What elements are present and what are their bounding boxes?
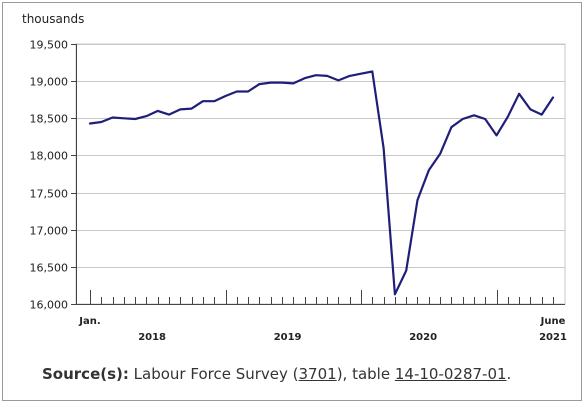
grid-lines — [75, 43, 566, 305]
chart-frame — [2, 2, 582, 401]
y-tick-label: 19,500 — [30, 39, 69, 52]
source-note: Source(s): Labour Force Survey (3701), t… — [42, 365, 511, 383]
y-tick-label: 17,000 — [30, 225, 69, 238]
x-axis: Jan. June 2018 2019 2020 2021 — [76, 290, 567, 343]
y-tick-label: 18,000 — [30, 150, 69, 163]
source-text-1: Labour Force Survey ( — [133, 365, 299, 383]
source-label: Source(s): — [42, 365, 129, 383]
source-text-3: . — [506, 365, 512, 383]
series-line — [88, 70, 555, 296]
line-chart: 16,000 16,500 17,000 17,500 18,000 18,500 19,0… — [22, 12, 567, 343]
table-link[interactable]: 14-10-0287-01 — [394, 365, 507, 383]
x-year-label: 2021 — [539, 332, 567, 343]
source-text-2: ), table — [336, 365, 395, 383]
y-axis: 16,000 16,500 17,000 17,500 18,000 18,500 19,0… — [30, 39, 77, 312]
x-year-label: 2019 — [274, 332, 302, 343]
y-tick-label: 16,500 — [30, 262, 69, 275]
y-axis-label: thousands — [22, 12, 84, 26]
plot-area — [75, 43, 566, 305]
x-year-label: 2020 — [409, 332, 437, 343]
y-tick-label: 18,500 — [30, 113, 69, 126]
x-start-label: Jan. — [78, 316, 100, 327]
y-tick-label: 16,000 — [30, 299, 69, 312]
x-year-label: 2018 — [138, 332, 166, 343]
x-end-label: June — [540, 316, 566, 327]
survey-link[interactable]: 3701 — [298, 365, 337, 383]
series-group — [88, 70, 555, 296]
y-tick-label: 19,000 — [30, 76, 69, 89]
y-tick-label: 17,500 — [30, 188, 69, 201]
